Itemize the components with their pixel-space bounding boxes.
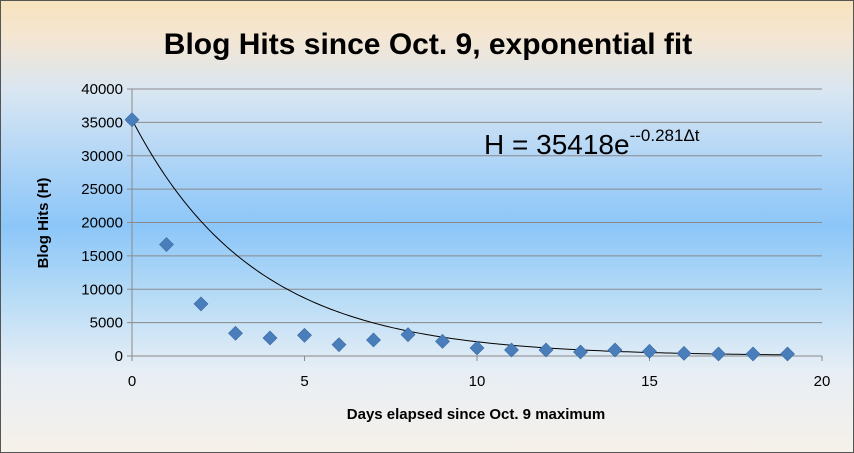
- y-tick-label: 25000: [81, 181, 123, 198]
- data-point: [504, 342, 519, 358]
- x-tick-label: 5: [300, 373, 308, 390]
- data-point: [573, 344, 588, 360]
- data-point: [159, 237, 174, 252]
- x-tick-label: 0: [128, 373, 136, 390]
- data-point: [400, 327, 416, 343]
- y-tick-label: 10000: [81, 281, 123, 298]
- data-points: [124, 112, 795, 362]
- chart-title: Blog Hits since Oct. 9, exponential fit: [164, 28, 692, 61]
- fit-curve: [131, 119, 788, 356]
- data-point: [228, 325, 243, 341]
- data-point: [193, 296, 209, 312]
- data-point: [676, 345, 692, 361]
- y-tick-label: 15000: [81, 248, 123, 265]
- data-point: [366, 332, 381, 348]
- data-point: [607, 342, 623, 358]
- y-tick-label: 40000: [81, 81, 123, 98]
- data-point: [469, 340, 485, 356]
- y-tick-label: 20000: [81, 215, 123, 232]
- x-tick-labels: 0 5 10 15 20: [128, 356, 831, 390]
- data-point: [297, 327, 312, 343]
- fit-equation-exponent: --0.281Δt: [630, 126, 700, 145]
- data-point: [538, 342, 554, 358]
- data-point: [711, 346, 726, 362]
- gridlines: [132, 88, 822, 324]
- trendline-layer: [131, 119, 788, 356]
- x-tick-label: 10: [469, 373, 486, 390]
- data-point: [262, 330, 278, 346]
- y-tick-label: 30000: [81, 148, 123, 165]
- x-tick-label: 15: [641, 373, 658, 390]
- data-point: [331, 337, 347, 353]
- y-tick-label: 0: [115, 348, 123, 365]
- y-tick-label: 35000: [81, 114, 123, 131]
- x-tick-label: 20: [814, 373, 831, 390]
- y-tick-label: 5000: [90, 315, 123, 332]
- x-axis-label: Days elapsed since Oct. 9 maximum: [347, 406, 605, 423]
- data-point: [780, 346, 795, 362]
- data-point: [745, 346, 761, 362]
- data-point: [642, 343, 657, 359]
- fit-equation: H = 35418e--0.281Δt: [484, 126, 700, 160]
- data-point: [124, 112, 140, 128]
- y-tick-labels: 0 5000 10000 15000 20000 25000 30000 35000 40000: [81, 81, 132, 365]
- y-axis-label: Blog Hits (H): [35, 178, 52, 269]
- data-point: [435, 333, 450, 349]
- fit-equation-main: H = 35418e: [484, 129, 630, 160]
